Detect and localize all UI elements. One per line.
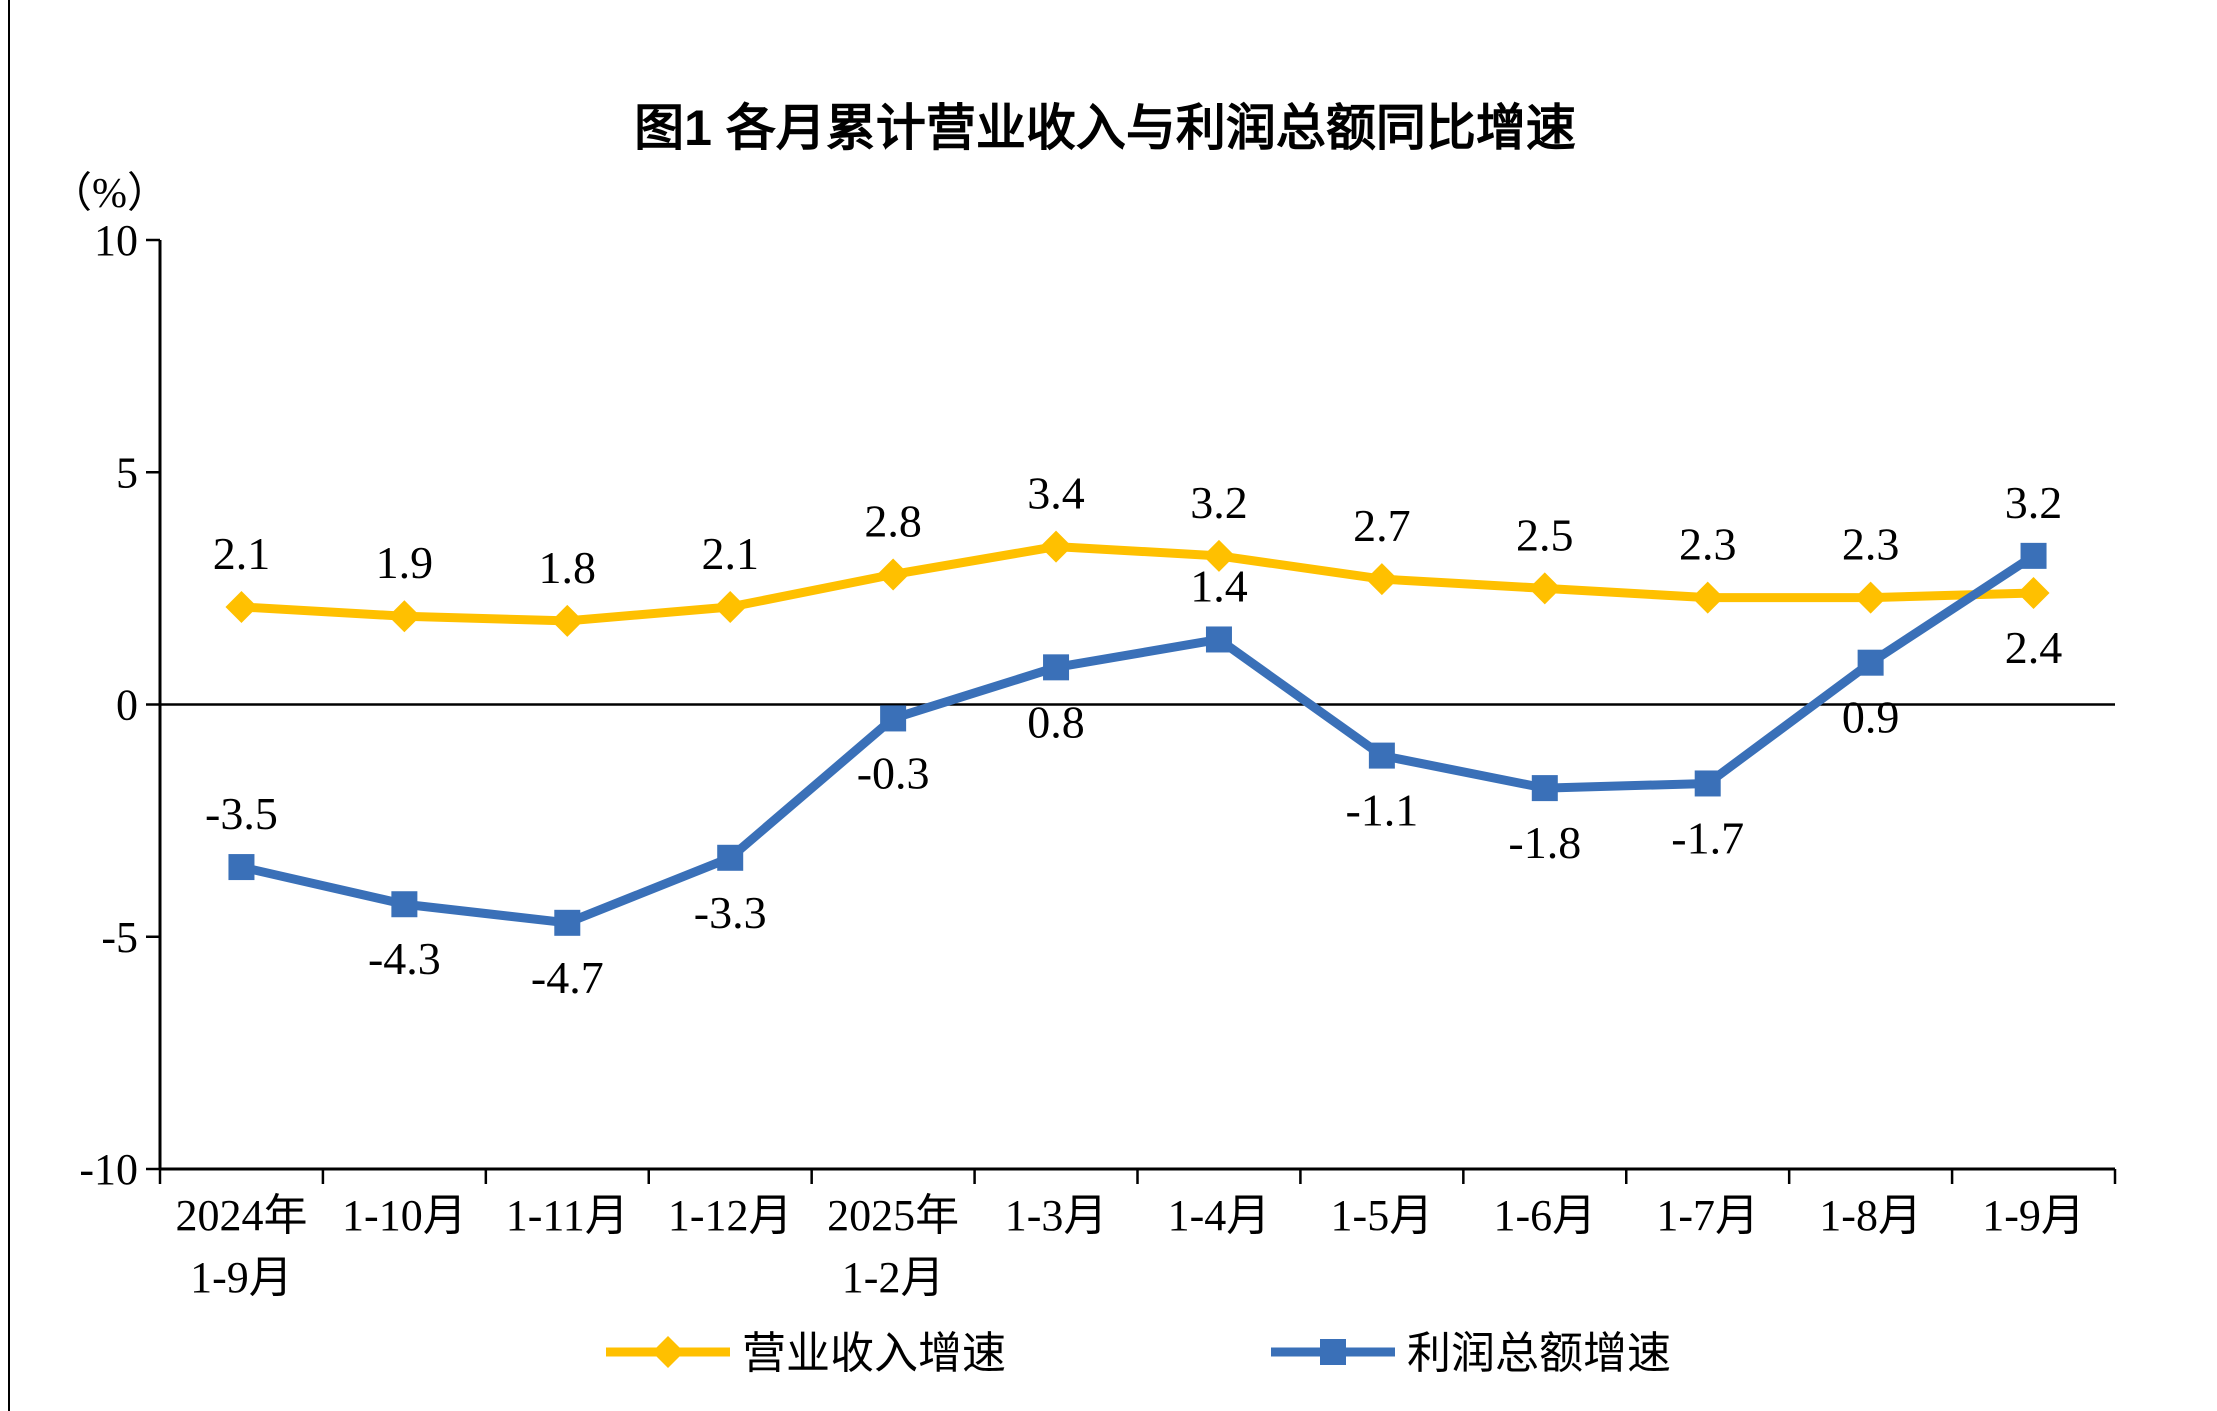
data-label: 1.4 (1190, 560, 1248, 611)
marker-square-icon (1043, 654, 1070, 681)
marker-diamond-icon (714, 590, 747, 623)
data-label: 3.2 (2005, 477, 2063, 528)
data-label: -4.3 (368, 933, 441, 984)
data-label: -1.7 (1671, 812, 1744, 863)
marker-square-icon (880, 705, 907, 732)
marker-diamond-icon (877, 558, 910, 591)
data-label: 2.3 (1679, 519, 1737, 570)
marker-diamond-icon (1691, 581, 1724, 614)
x-category-label: 1-8月 (1819, 1191, 1922, 1240)
series-line-1 (236, 551, 2039, 928)
marker-square-icon (554, 909, 581, 936)
legend-item-revenue: 营业收入增速 (606, 1329, 1006, 1378)
data-label: 2.4 (2005, 622, 2063, 673)
y-tick-label: 10 (94, 216, 138, 265)
series-line-0 (236, 542, 2039, 626)
data-labels-layer: 2.1 1.9 1.8 2.1 2.8 3.4 3.2 2.7 2.5 2.3 2.3 2.4 -3.5… (205, 468, 2062, 1003)
data-label: 2.5 (1516, 509, 1574, 560)
y-tick-label: -5 (101, 913, 138, 962)
marker-square-icon (1531, 775, 1558, 802)
x-category-label: 1-6月 (1493, 1191, 1596, 1240)
marker-square-icon (717, 844, 744, 871)
data-label: -1.1 (1345, 785, 1418, 836)
marker-diamond-icon (1854, 581, 1887, 614)
data-label: 3.2 (1190, 477, 1248, 528)
chart-title: 图1 各月累计营业收入与利润总额同比增速 (634, 100, 1576, 156)
data-label: 3.4 (1027, 468, 1085, 519)
marker-diamond-icon (1528, 572, 1561, 605)
data-label: 2.3 (1842, 519, 1900, 570)
data-label: -3.3 (694, 887, 767, 938)
marker-diamond-icon (1365, 563, 1398, 596)
data-label: -0.3 (857, 747, 930, 798)
legend-label-profit: 利润总额增速 (1407, 1329, 1671, 1378)
marker-diamond-icon (388, 600, 421, 633)
x-category-label: 1-9月 (1982, 1191, 2085, 1240)
data-label: -1.8 (1508, 817, 1581, 868)
legend-revenue-diamond-icon (652, 1336, 684, 1368)
data-label: 1.9 (376, 537, 434, 588)
marker-square-icon (391, 891, 418, 918)
chart-legend: 营业收入增速 利润总额增速 (606, 1329, 1671, 1378)
data-label: 0.9 (1842, 692, 1900, 743)
data-label: 2.1 (213, 528, 271, 579)
marker-square-icon (1205, 626, 1232, 653)
marker-square-icon (1857, 649, 1884, 676)
data-label: 2.7 (1353, 500, 1411, 551)
x-category-label: 1-10月 (342, 1191, 467, 1240)
x-category-label: 1-4月 (1168, 1191, 1271, 1240)
data-label: 1.8 (539, 542, 597, 593)
data-label: 2.8 (864, 495, 922, 546)
marker-square-icon (2020, 542, 2047, 569)
x-category-label: 1-7月 (1656, 1191, 1759, 1240)
x-category-label: 1-5月 (1331, 1191, 1434, 1240)
data-label: -4.7 (531, 952, 604, 1003)
legend-item-profit: 利润总额增速 (1271, 1329, 1671, 1378)
x-category-label: 1-12月 (668, 1191, 793, 1240)
data-label: 0.8 (1027, 696, 1085, 747)
x-category-label: 2024年 1-9月 (175, 1191, 307, 1302)
data-label: 2.1 (701, 528, 759, 579)
marker-square-icon (228, 854, 255, 881)
x-category-label: 1-3月 (1005, 1191, 1108, 1240)
marker-diamond-icon (1202, 539, 1235, 572)
marker-square-icon (1368, 742, 1395, 769)
y-tick-label: -10 (79, 1145, 138, 1194)
x-category-label: 1-11月 (506, 1191, 629, 1240)
marker-square-icon (1694, 770, 1721, 797)
axes-layer: 10 5 0 -5 -10 2024年 1-9月 1-10月 1-11月 1-12月 2025年 1-… (79, 216, 2117, 1302)
y-axis-unit-label: （%） (50, 171, 169, 217)
series-layer (225, 530, 2050, 936)
y-tick-label: 5 (116, 448, 138, 497)
y-tick-label: 0 (116, 681, 138, 730)
marker-diamond-icon (225, 590, 258, 623)
marker-diamond-icon (551, 604, 584, 637)
legend-label-revenue: 营业收入增速 (742, 1329, 1006, 1378)
data-label: -3.5 (205, 788, 278, 839)
legend-profit-square-icon (1320, 1339, 1346, 1365)
marker-diamond-icon (1040, 530, 1073, 563)
x-category-label: 2025年 1-2月 (827, 1191, 959, 1302)
marker-diamond-icon (2017, 577, 2050, 610)
